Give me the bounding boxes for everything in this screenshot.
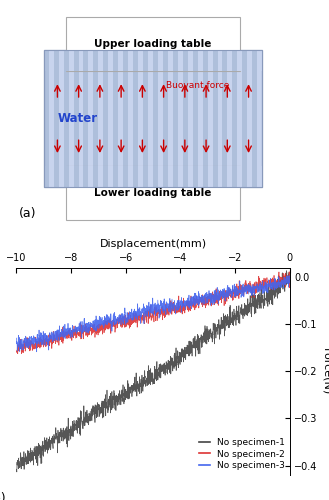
Bar: [74, 50, 79, 187]
Bar: [74, 166, 79, 187]
Bar: [63, 166, 68, 187]
Bar: [252, 166, 257, 187]
Bar: [44, 50, 49, 71]
Bar: [103, 50, 108, 71]
Text: Upper loading table: Upper loading table: [94, 39, 212, 49]
Bar: [143, 166, 148, 187]
Bar: [44, 50, 262, 187]
Bar: [242, 50, 247, 187]
Bar: [183, 50, 188, 71]
Text: (b): (b): [0, 492, 7, 500]
Bar: [173, 166, 178, 187]
Bar: [44, 50, 262, 187]
Bar: [203, 166, 208, 187]
Bar: [63, 50, 68, 187]
Bar: [222, 50, 227, 71]
Y-axis label: Force(N): Force(N): [322, 348, 329, 395]
Bar: [113, 166, 118, 187]
Bar: [123, 50, 128, 187]
Bar: [193, 50, 198, 71]
Bar: [65, 166, 240, 220]
Bar: [222, 166, 227, 187]
Bar: [143, 50, 148, 71]
Bar: [153, 50, 158, 71]
Bar: [93, 166, 98, 187]
Bar: [242, 166, 247, 187]
Bar: [143, 50, 148, 187]
Bar: [183, 50, 188, 187]
Bar: [153, 50, 158, 187]
Bar: [74, 50, 79, 71]
Bar: [84, 166, 89, 187]
Bar: [133, 50, 138, 187]
Bar: [123, 50, 128, 71]
Bar: [113, 50, 118, 71]
Bar: [173, 50, 178, 71]
Bar: [44, 50, 262, 187]
Bar: [232, 50, 238, 187]
Legend: No specimen-1, No specimen-2, No specimen-3: No specimen-1, No specimen-2, No specime…: [199, 438, 285, 470]
Bar: [103, 50, 108, 187]
Bar: [84, 50, 89, 71]
Text: Water: Water: [57, 112, 97, 125]
Bar: [123, 166, 128, 187]
Bar: [163, 50, 168, 71]
Bar: [84, 50, 89, 187]
Bar: [213, 50, 217, 187]
Bar: [65, 17, 240, 71]
Bar: [44, 50, 49, 187]
Text: (a): (a): [19, 207, 37, 220]
Bar: [193, 166, 198, 187]
Bar: [242, 50, 247, 71]
Text: Lower loading table: Lower loading table: [94, 188, 212, 198]
Bar: [203, 50, 208, 71]
Bar: [54, 166, 59, 187]
X-axis label: Displacement(mm): Displacement(mm): [99, 240, 207, 250]
Bar: [153, 166, 158, 187]
Bar: [93, 50, 98, 71]
Bar: [103, 166, 108, 187]
Bar: [133, 166, 138, 187]
Bar: [203, 50, 208, 187]
Bar: [213, 166, 217, 187]
Bar: [163, 166, 168, 187]
Bar: [44, 50, 262, 71]
Bar: [54, 50, 59, 71]
Bar: [63, 50, 68, 71]
Bar: [222, 50, 227, 187]
Bar: [163, 50, 168, 187]
Bar: [133, 50, 138, 71]
Bar: [44, 166, 262, 187]
Bar: [232, 50, 238, 71]
Text: Buoyant force: Buoyant force: [166, 81, 229, 90]
Bar: [93, 50, 98, 187]
Bar: [252, 50, 257, 71]
Bar: [173, 50, 178, 187]
Bar: [113, 50, 118, 187]
Bar: [183, 166, 188, 187]
Bar: [213, 50, 217, 71]
Bar: [193, 50, 198, 187]
Bar: [44, 166, 49, 187]
Bar: [232, 166, 238, 187]
Bar: [252, 50, 257, 187]
Bar: [54, 50, 59, 187]
